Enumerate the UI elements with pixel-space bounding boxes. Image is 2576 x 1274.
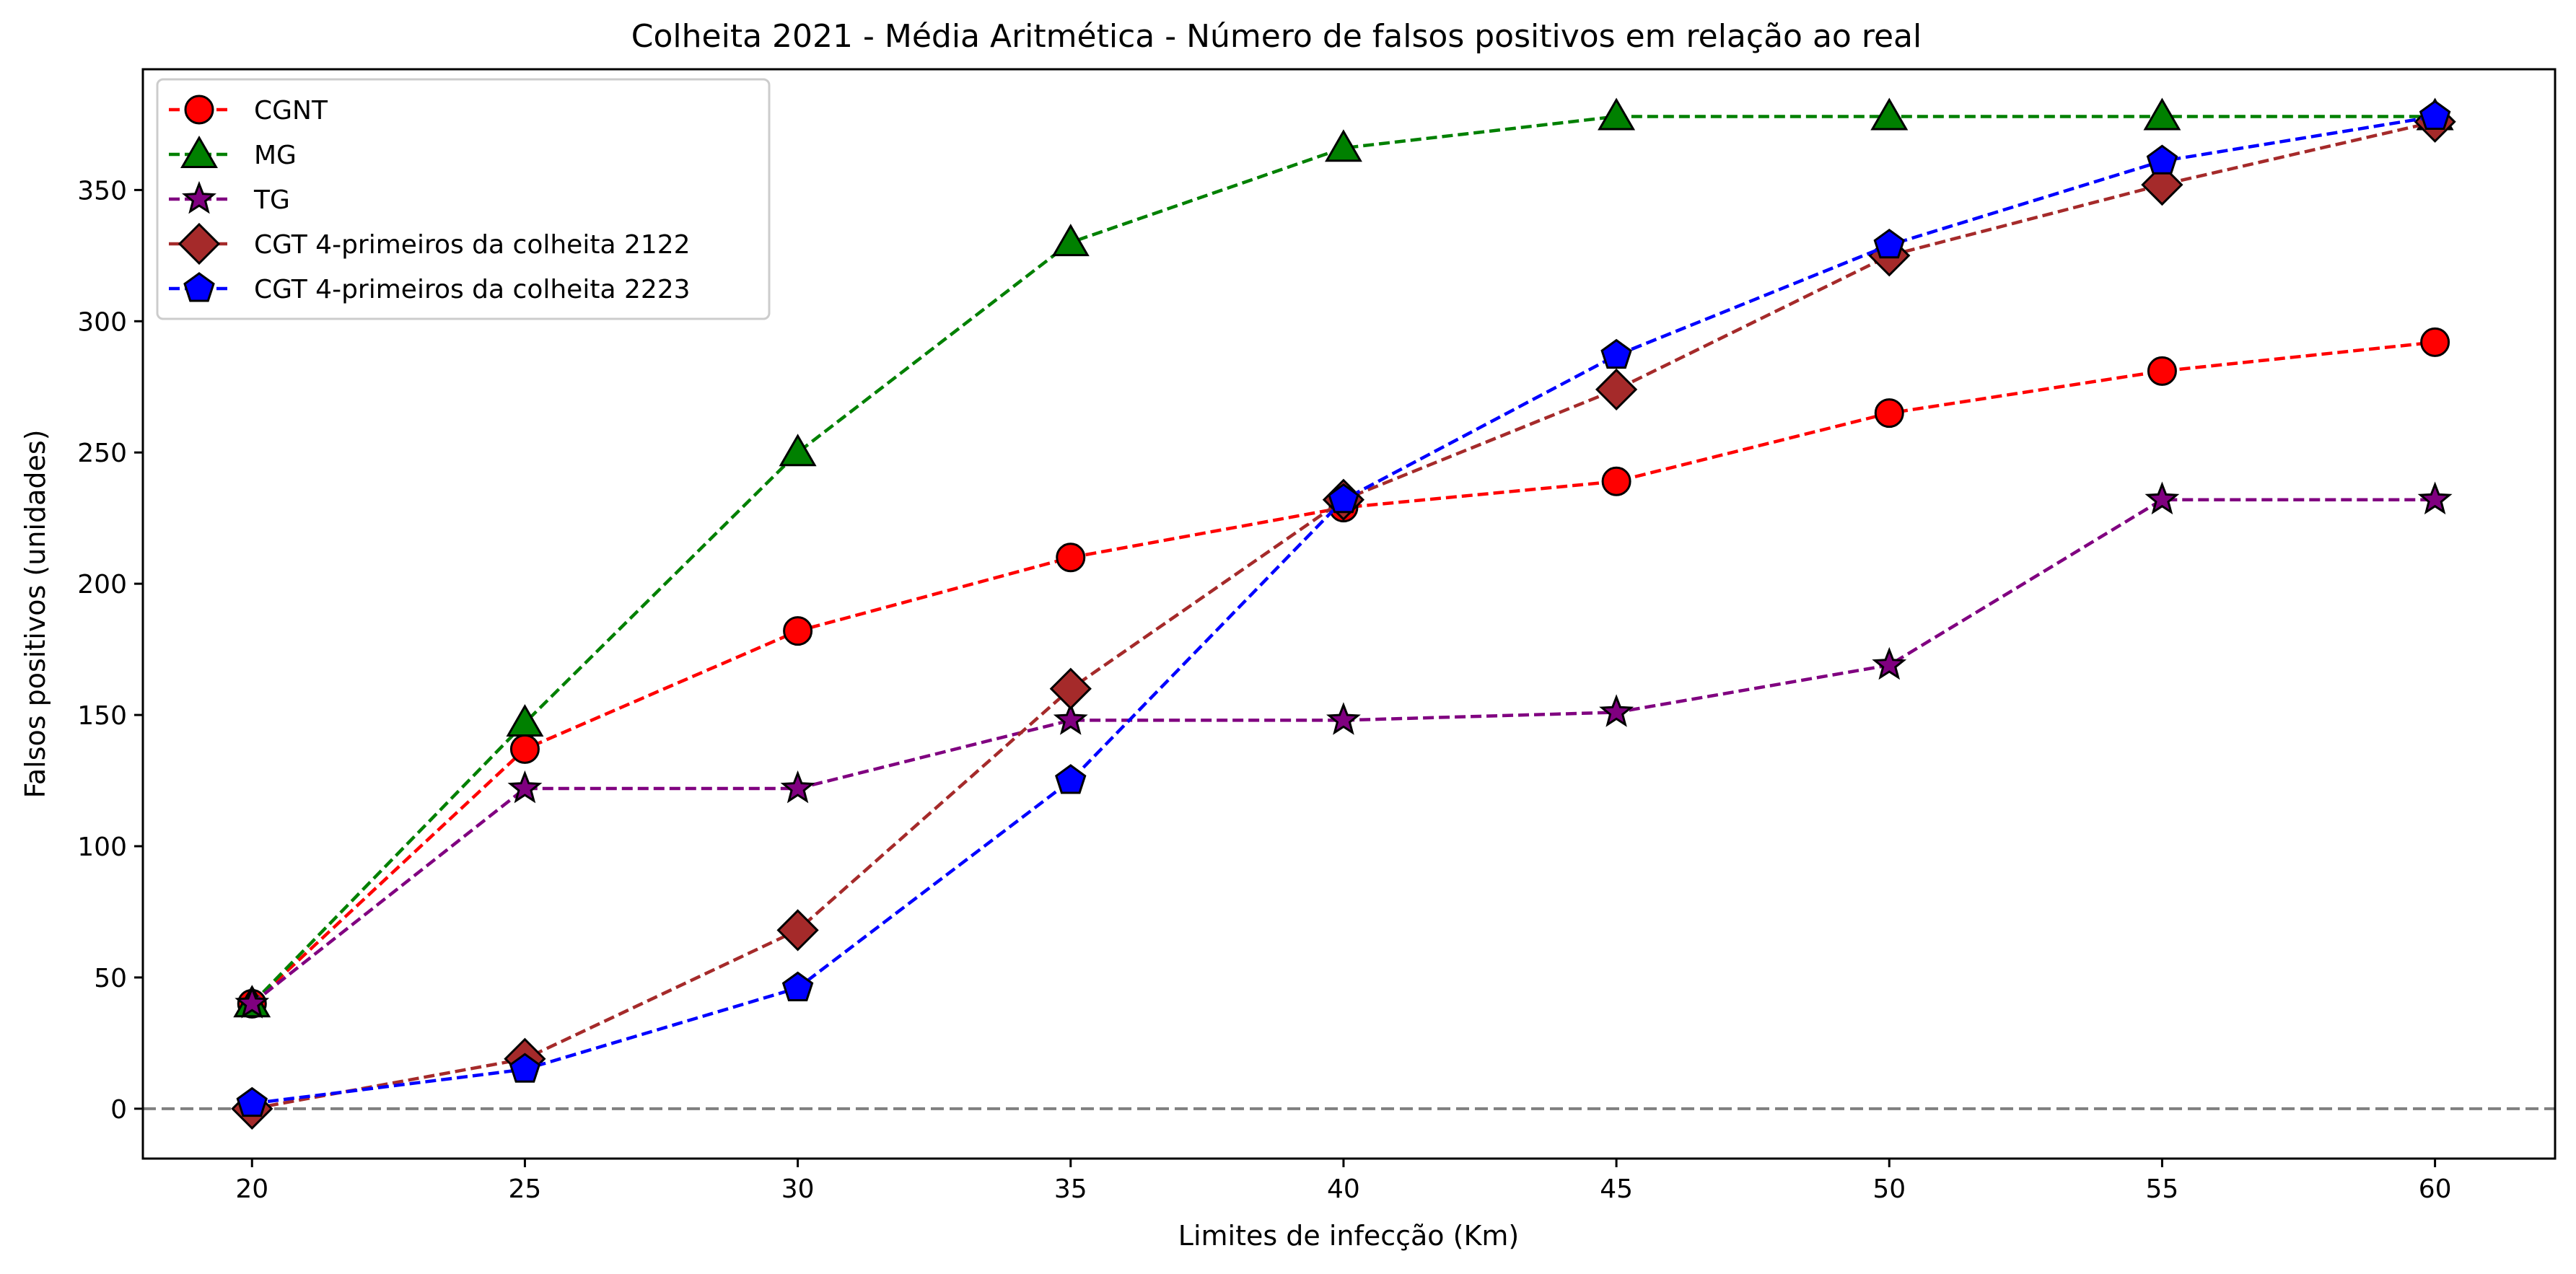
data-point — [1051, 224, 1090, 257]
data-point — [235, 985, 270, 1019]
legend-label: MG — [254, 141, 297, 170]
data-point — [509, 734, 540, 764]
x-tick-label: 20 — [235, 1174, 268, 1204]
data-point — [1598, 97, 1636, 131]
data-point — [781, 971, 814, 1001]
data-point — [2143, 97, 2181, 131]
y-tick-label: 250 — [77, 439, 127, 468]
series-line — [250, 498, 2435, 1006]
legend-marker — [178, 222, 221, 265]
data-point — [1601, 466, 1631, 496]
plot-frame — [141, 68, 2557, 1160]
x-tick-label: 50 — [1872, 1174, 1906, 1204]
x-tick-label: 45 — [1600, 1174, 1633, 1204]
legend-marker — [183, 272, 215, 302]
data-point — [1870, 97, 1909, 131]
data-point — [1873, 228, 1905, 259]
x-axis-label: Limites de infecção (Km) — [1178, 1220, 1519, 1252]
plot-area — [143, 97, 2555, 1130]
legend-marker — [184, 95, 214, 125]
x-tick-label: 25 — [509, 1174, 542, 1204]
data-point — [2141, 163, 2183, 206]
y-tick-label: 100 — [77, 833, 127, 862]
data-point — [236, 1086, 268, 1117]
legend-label: CGT 4-primeiros da colheita 2223 — [254, 275, 691, 304]
data-point — [783, 616, 813, 646]
y-tick-label: 150 — [77, 701, 127, 731]
data-point — [2420, 327, 2450, 357]
data-point — [1055, 764, 1087, 794]
axes: 20 25 30 35 40 45 50 55 60 0 50 100 150 200 250 300 350 — [77, 176, 2451, 1204]
data-point — [1053, 702, 1088, 735]
y-tick-label: 200 — [77, 570, 127, 599]
x-tick-label: 60 — [2419, 1174, 2452, 1204]
data-point — [1049, 667, 1092, 710]
legend-label: TG — [253, 185, 290, 215]
data-point — [1599, 694, 1634, 727]
data-point — [1326, 702, 1361, 735]
series-2 — [233, 97, 2454, 1018]
legend-label: CGNT — [254, 96, 328, 126]
legend-label: CGT 4-primeiros da colheita 2122 — [254, 230, 691, 260]
data-point — [1328, 483, 1359, 514]
data-point — [2147, 356, 2177, 386]
legend: CGNT MG TG CGT 4-primeiros da colheita 2122… — [156, 78, 771, 320]
x-tick-label: 35 — [1054, 1174, 1087, 1204]
data-point — [509, 1053, 541, 1083]
data-point — [506, 703, 544, 737]
x-tick-label: 30 — [781, 1174, 815, 1204]
series-5 — [236, 100, 2451, 1117]
y-tick-label: 300 — [77, 307, 127, 337]
legend-marker — [182, 180, 216, 214]
data-point — [1872, 646, 1907, 680]
data-point — [1056, 542, 1086, 573]
data-point — [780, 770, 815, 804]
data-point — [1874, 398, 1904, 429]
data-point — [776, 909, 819, 952]
chart-title: Colheita 2021 - Média Aritmética - Númer… — [631, 18, 1922, 55]
data-point — [2146, 144, 2178, 175]
data-point — [507, 770, 543, 804]
y-tick-label: 350 — [77, 176, 127, 206]
data-point — [2417, 481, 2453, 515]
data-point — [1325, 129, 1362, 162]
data-point — [2419, 100, 2451, 130]
x-tick-label: 55 — [2146, 1174, 2179, 1204]
data-point — [1595, 368, 1638, 411]
y-tick-label: 0 — [110, 1095, 127, 1125]
y-axis-label: Falsos positivos (unidades) — [19, 429, 51, 798]
legend-marker — [180, 136, 218, 168]
x-tick-label: 40 — [1327, 1174, 1360, 1204]
legend-box — [156, 78, 771, 320]
data-point — [779, 434, 817, 467]
data-point — [1600, 338, 1632, 369]
data-point — [2145, 481, 2180, 515]
y-tick-label: 50 — [94, 964, 127, 993]
series-3 — [235, 481, 2453, 1019]
